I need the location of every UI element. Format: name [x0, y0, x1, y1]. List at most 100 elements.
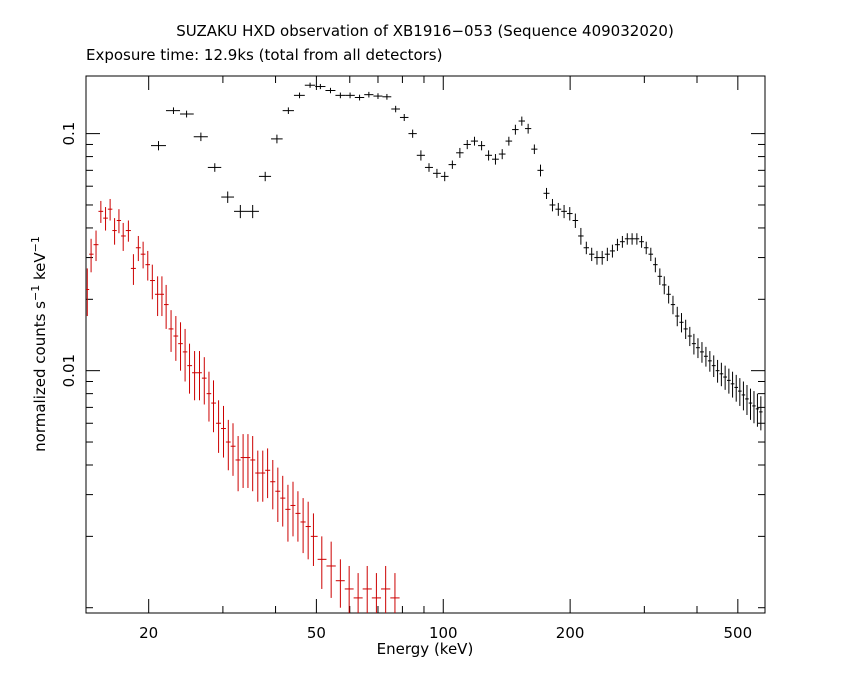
data-point: [555, 202, 562, 216]
y-axis-label-unit: keV: [31, 252, 49, 285]
data-point: [755, 393, 760, 427]
data-point: [103, 207, 108, 231]
series-0: [150, 82, 763, 431]
data-point: [234, 204, 247, 219]
data-point: [518, 116, 525, 126]
data-point: [382, 93, 392, 100]
data-point: [653, 257, 658, 273]
data-point: [373, 93, 383, 99]
data-point: [734, 374, 739, 402]
data-point: [505, 136, 513, 146]
plot-area: 20 50 100 200 500 0.1 0.01: [60, 75, 766, 642]
data-point: [456, 147, 464, 158]
y-tick-label: 0.01: [60, 354, 78, 387]
y-axis-label-exp2: −1: [29, 236, 42, 252]
data-point: [703, 346, 708, 367]
data-point: [583, 241, 590, 255]
data-point: [310, 513, 318, 566]
data-point: [116, 209, 122, 234]
data-point: [715, 359, 720, 383]
data-point: [240, 434, 246, 488]
data-point: [485, 150, 493, 161]
data-point: [265, 448, 271, 499]
data-point: [723, 365, 728, 390]
data-point: [180, 110, 194, 118]
data-point: [211, 380, 217, 433]
data-point: [399, 113, 409, 122]
data-point: [290, 481, 296, 537]
data-point: [440, 171, 449, 182]
data-point: [93, 230, 99, 262]
data-point: [221, 191, 235, 203]
data-point: [282, 107, 294, 114]
data-point: [275, 467, 281, 522]
data-point: [107, 198, 113, 221]
data-point: [566, 207, 573, 221]
data-point: [683, 319, 688, 340]
data-point: [670, 295, 676, 315]
data-point: [121, 222, 126, 251]
data-point: [531, 144, 538, 155]
data-point: [666, 285, 671, 304]
data-point: [89, 238, 94, 273]
x-tick-label: 100: [429, 624, 458, 642]
data-point: [416, 150, 425, 161]
data-point: [221, 405, 226, 458]
data-point: [730, 371, 735, 398]
data-point: [578, 227, 584, 245]
data-point: [549, 198, 556, 212]
data-point: [498, 149, 506, 160]
x-axis-label: Energy (keV): [377, 640, 474, 658]
data-point: [280, 475, 286, 527]
data-point: [752, 391, 756, 424]
data-point: [561, 204, 567, 219]
data-point: [317, 536, 327, 589]
data-point: [687, 326, 692, 347]
data-point: [432, 168, 441, 178]
data-point: [738, 378, 742, 406]
data-point: [512, 124, 519, 135]
data-point: [344, 565, 354, 613]
data-point: [609, 244, 615, 258]
data-point: [258, 171, 272, 182]
data-point: [192, 351, 198, 401]
data-point: [572, 213, 579, 228]
y-axis-ticks: 0.1 0.01: [60, 122, 765, 609]
data-point: [150, 141, 166, 151]
data-point: [285, 484, 291, 542]
data-point: [639, 235, 644, 248]
data-point: [599, 250, 605, 265]
data-point: [159, 276, 165, 317]
chart-subtitle: Exposure time: 12.9ks (total from all de…: [86, 46, 442, 64]
data-point: [305, 501, 311, 560]
data-point: [634, 233, 640, 245]
data-point: [745, 385, 749, 416]
data-point: [245, 434, 251, 488]
data-point: [154, 276, 160, 317]
data-point: [614, 238, 620, 251]
data-point: [759, 396, 763, 431]
data-point: [629, 233, 635, 245]
data-point: [424, 163, 433, 172]
data-point: [492, 154, 499, 165]
data-point: [381, 565, 391, 613]
data-point: [178, 322, 183, 371]
data-point: [207, 163, 222, 172]
y-axis-label-exp1: −1: [29, 285, 42, 301]
data-point: [295, 491, 301, 542]
data-point: [391, 105, 400, 113]
data-point: [594, 250, 600, 265]
data-point: [197, 351, 202, 401]
data-point: [463, 139, 471, 150]
data-series: [86, 82, 763, 613]
data-point: [130, 254, 136, 285]
data-point: [543, 187, 550, 199]
data-point: [206, 371, 212, 422]
data-point: [235, 436, 241, 492]
data-point: [707, 351, 712, 372]
data-point: [145, 250, 151, 281]
data-point: [216, 400, 222, 453]
data-point: [140, 241, 146, 269]
data-point: [643, 241, 649, 255]
